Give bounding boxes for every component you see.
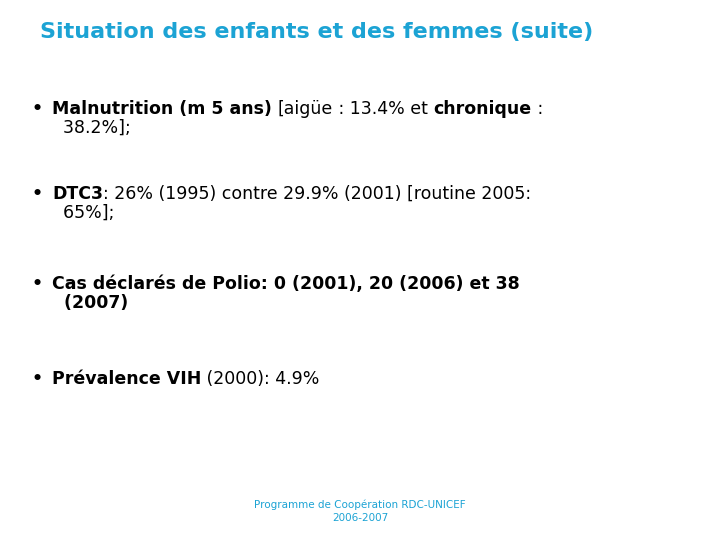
Text: Situation des enfants et des femmes (suite): Situation des enfants et des femmes (sui… xyxy=(40,22,593,42)
Text: •: • xyxy=(32,100,43,118)
Text: : 26% (1995) contre 29.9% (2001) [routine 2005:: : 26% (1995) contre 29.9% (2001) [routin… xyxy=(103,185,531,203)
Text: Malnutrition (m 5 ans): Malnutrition (m 5 ans) xyxy=(52,100,278,118)
Text: •: • xyxy=(32,275,43,293)
Text: [aigüe: [aigüe xyxy=(278,100,333,118)
Text: 65%];: 65%]; xyxy=(52,204,114,222)
Text: Prévalence VIH: Prévalence VIH xyxy=(52,370,202,388)
Text: :: : xyxy=(531,100,543,118)
Text: 2006-2007: 2006-2007 xyxy=(332,513,388,523)
Text: Programme de Coopération RDC-UNICEF: Programme de Coopération RDC-UNICEF xyxy=(254,500,466,510)
Text: (2007): (2007) xyxy=(52,294,128,312)
Text: Cas déclarés de Polio: 0 (2001), 20 (2006) et 38: Cas déclarés de Polio: 0 (2001), 20 (200… xyxy=(52,275,520,293)
Text: •: • xyxy=(32,370,43,388)
Text: chronique: chronique xyxy=(433,100,531,118)
Text: : 13.4% et: : 13.4% et xyxy=(333,100,433,118)
Text: DTC3: DTC3 xyxy=(52,185,103,203)
Text: 38.2%];: 38.2%]; xyxy=(52,119,131,137)
Text: •: • xyxy=(32,185,43,203)
Text: (2000): 4.9%: (2000): 4.9% xyxy=(202,370,320,388)
